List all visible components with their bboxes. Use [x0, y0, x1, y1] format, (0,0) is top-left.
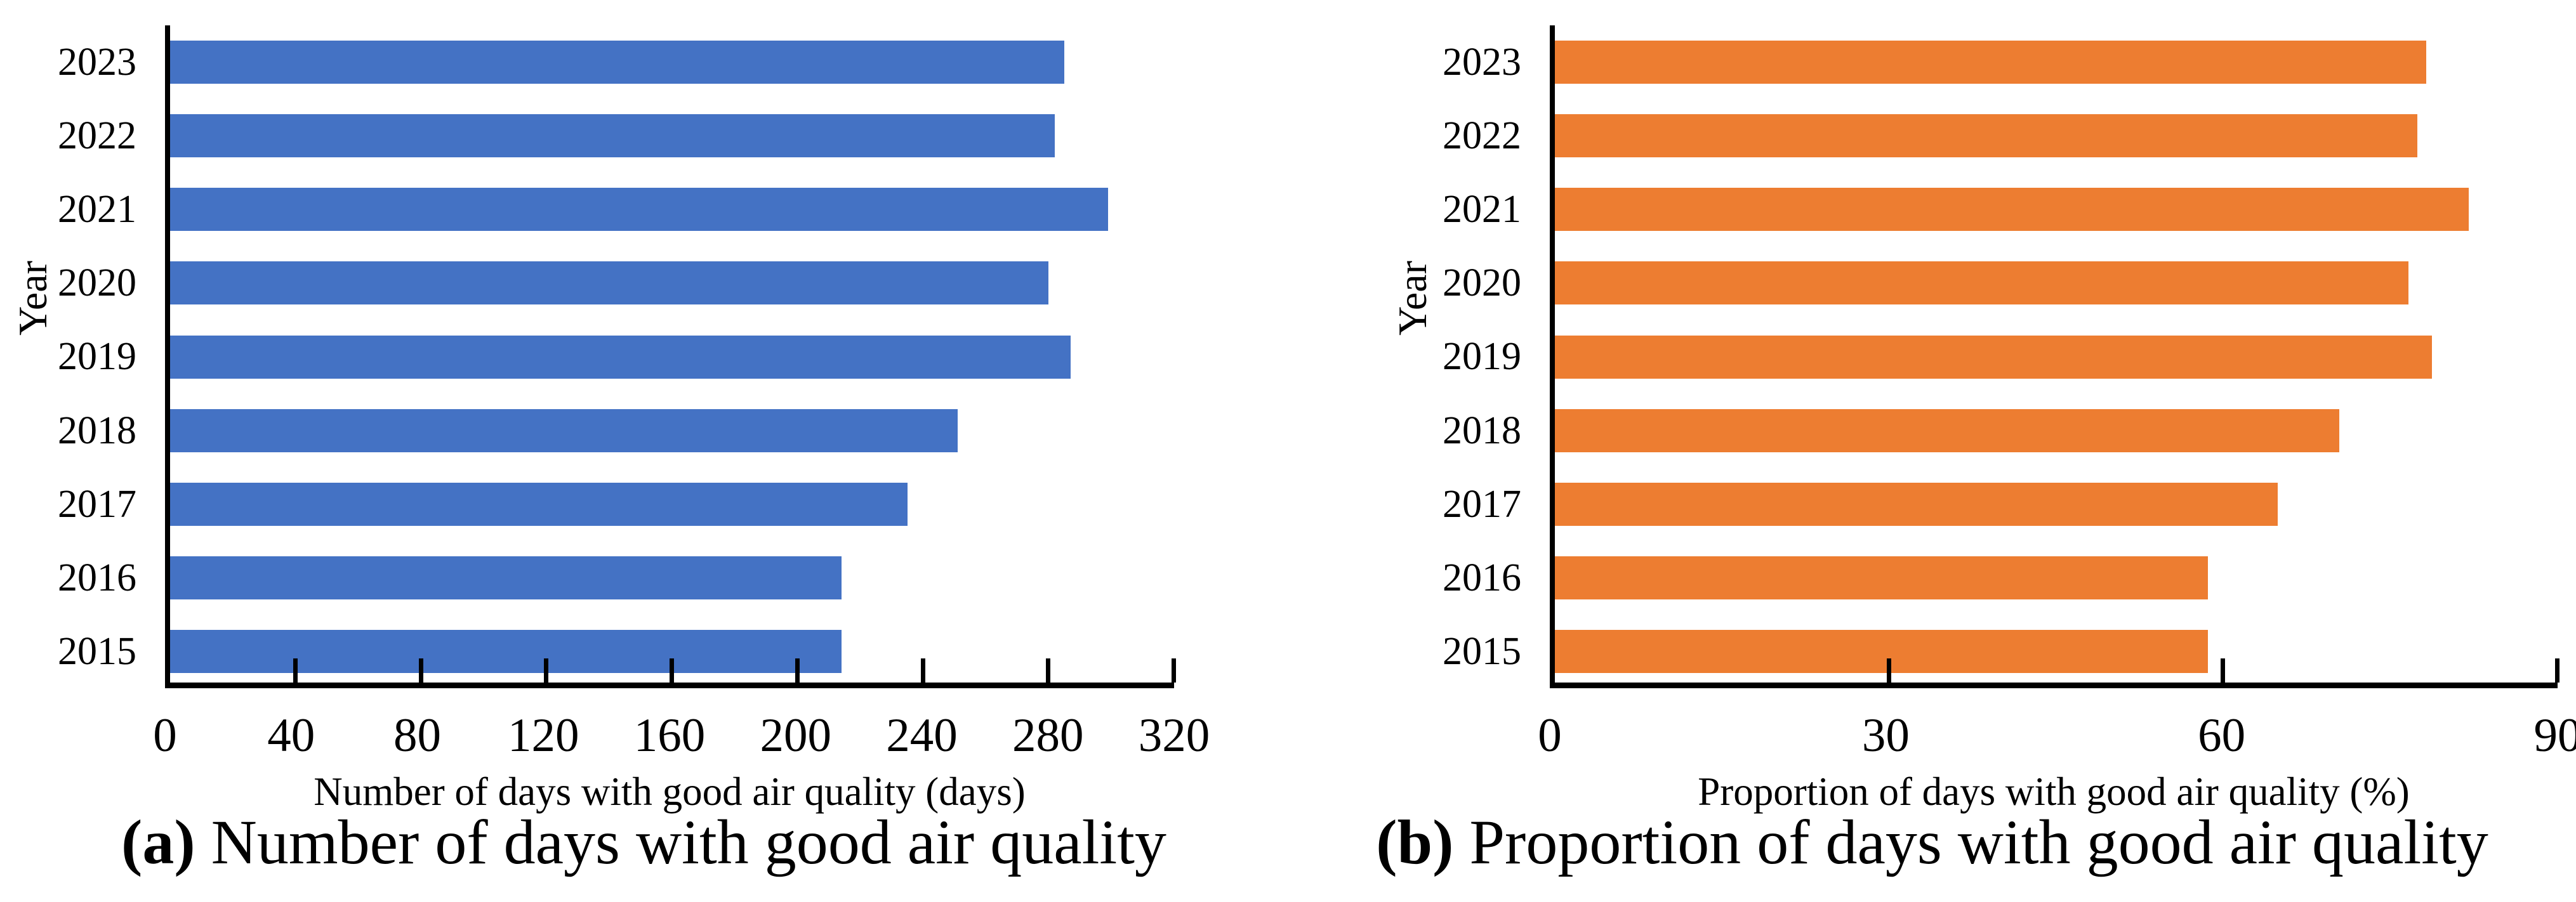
y-tick-label-2017: 2017	[58, 482, 136, 526]
y-tick-label-2019: 2019	[1443, 335, 1521, 379]
x-tick-120	[544, 658, 549, 683]
caption-text: Number of days with good air quality	[211, 807, 1166, 877]
x-tick-40	[293, 658, 298, 683]
plot-area	[165, 25, 1176, 688]
y-tick-label-2015: 2015	[1443, 629, 1521, 673]
x-tick-labels: 0 40 80 120 160 200 240 280 320	[153, 709, 1210, 766]
x-tick-label-320: 320	[1138, 709, 1210, 762]
bar-2017	[170, 482, 908, 526]
x-tick-200	[795, 658, 800, 683]
x-tick-30	[1886, 658, 1891, 683]
y-tick-label-2018: 2018	[1443, 409, 1521, 452]
bar-2020	[170, 261, 1049, 305]
y-tick-label-2020: 2020	[1443, 261, 1521, 305]
bar-2021	[1555, 188, 2469, 232]
y-tick-label-2021: 2021	[58, 188, 136, 232]
x-tick-280	[1046, 658, 1051, 683]
x-tick-label-90: 90	[2533, 709, 2576, 762]
bar-2021	[170, 188, 1109, 232]
caption-label: (a)	[121, 807, 195, 877]
y-tick-label-2017: 2017	[1443, 482, 1521, 526]
x-tick-80	[418, 658, 423, 683]
bar-2016	[1555, 556, 2208, 599]
plot-column: 0 30 60 90 Proportion of days with good air…	[1538, 0, 2576, 902]
bar-2023	[170, 41, 1064, 84]
bar-2015	[170, 629, 842, 673]
x-tick-60	[2221, 658, 2226, 683]
y-tick-label-2016: 2016	[1443, 556, 1521, 599]
y-tick-label-2015: 2015	[58, 629, 136, 673]
panel-a: Year 2023 2022 2021 2020 2019 2018 2017 2016 201…	[0, 0, 1288, 902]
x-tick-label-0: 0	[1538, 709, 1562, 762]
panel-b: Year 2023 2022 2021 2020 2019 2018 2017 2016 201…	[1288, 0, 2576, 902]
x-tick-label-0: 0	[153, 709, 177, 762]
plot-area	[1550, 25, 2559, 688]
x-tick-labels: 0 30 60 90	[1538, 709, 2576, 766]
bar-2023	[1555, 41, 2426, 84]
x-tick-label-80: 80	[393, 709, 441, 762]
caption-label: (b)	[1376, 807, 1454, 877]
x-axis-title: Number of days with good air quality (da…	[314, 769, 1026, 814]
bar-2022	[1555, 114, 2417, 158]
caption: (a) Number of days with good air quality	[0, 806, 1288, 879]
caption: (b) Proportion of days with good air qua…	[1288, 806, 2576, 879]
year-labels: 2023 2022 2021 2020 2019 2018 2017 2016 2015	[0, 25, 136, 688]
x-tick-label-60: 60	[2198, 709, 2246, 762]
bar-2019	[170, 335, 1071, 379]
bar-2017	[1555, 482, 2278, 526]
y-tick-label-2021: 2021	[1443, 188, 1521, 232]
bar-2019	[1555, 335, 2432, 379]
y-tick-label-2022: 2022	[58, 114, 136, 158]
tick-marks	[170, 25, 1176, 683]
x-tick-160	[670, 658, 674, 683]
bar-2018	[170, 409, 958, 452]
bar-2018	[1555, 409, 2339, 452]
x-tick-label-30: 30	[1861, 709, 1910, 762]
y-tick-label-2022: 2022	[1443, 114, 1521, 158]
x-tick-label-160: 160	[633, 709, 706, 762]
y-tick-label-2023: 2023	[58, 41, 136, 84]
y-tick-label-2020: 2020	[58, 261, 136, 305]
bar-2022	[170, 114, 1055, 158]
plot-column: 0 40 80 120 160 200 240 280 320 Number of days w…	[153, 0, 1210, 902]
x-tick-240	[920, 658, 925, 683]
y-tick-label-2016: 2016	[58, 556, 136, 599]
x-tick-320	[1172, 658, 1176, 683]
bar-2020	[1555, 261, 2408, 305]
bar-2015	[1555, 629, 2208, 673]
y-tick-label-2019: 2019	[58, 335, 136, 379]
y-tick-label-2023: 2023	[1443, 41, 1521, 84]
x-tick-label-240: 240	[886, 709, 958, 762]
y-tick-label-2018: 2018	[58, 409, 136, 452]
x-tick-label-280: 280	[1012, 709, 1084, 762]
x-tick-label-40: 40	[267, 709, 315, 762]
x-axis-title: Proportion of days with good air quality…	[1698, 769, 2410, 814]
caption-text: Proportion of days with good air quality	[1469, 807, 2488, 877]
x-tick-label-200: 200	[760, 709, 832, 762]
bars-layer	[170, 25, 1174, 683]
year-labels: 2023 2022 2021 2020 2019 2018 2017 2016 2015	[1288, 25, 1521, 688]
bars-layer	[1555, 25, 2558, 683]
x-tick-label-120: 120	[508, 709, 579, 762]
x-tick-90	[2555, 658, 2559, 683]
tick-marks	[1555, 25, 2559, 683]
bar-2016	[170, 556, 842, 599]
